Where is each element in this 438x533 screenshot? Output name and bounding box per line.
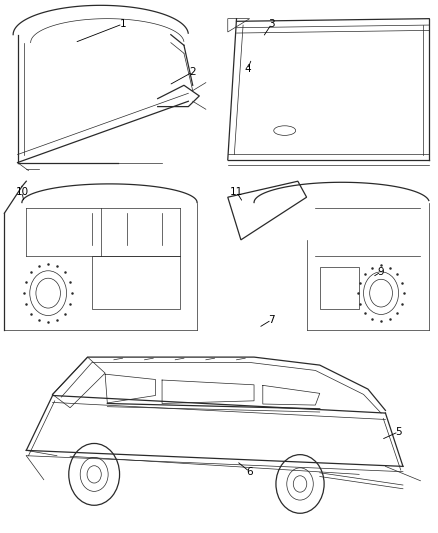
Text: 5: 5 [395,427,402,437]
Text: 1: 1 [119,19,126,29]
Text: 3: 3 [268,19,275,29]
Text: 10: 10 [15,187,28,197]
Text: 9: 9 [378,267,385,277]
Text: 11: 11 [230,187,243,197]
Text: 6: 6 [246,467,253,477]
Text: 2: 2 [189,67,196,77]
Text: 7: 7 [268,315,275,325]
Text: 4: 4 [244,64,251,74]
